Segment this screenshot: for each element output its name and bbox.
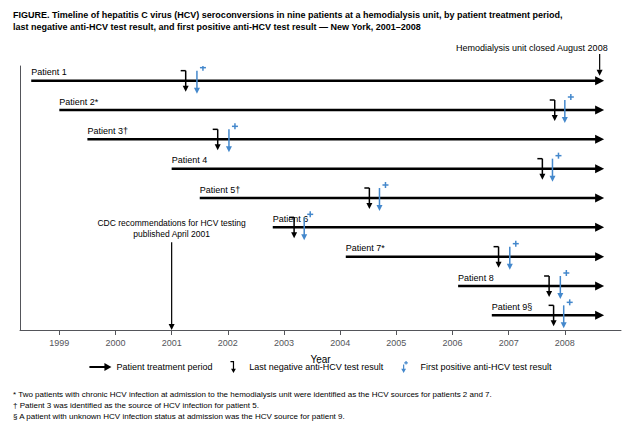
svg-text:* Two patients with chronic HC: * Two patients with chronic HCV infectio… bbox=[13, 390, 492, 399]
svg-text:2002: 2002 bbox=[218, 338, 238, 348]
svg-text:2003: 2003 bbox=[274, 338, 294, 348]
svg-text:2001: 2001 bbox=[162, 338, 182, 348]
svg-text:Patient 5†: Patient 5† bbox=[200, 185, 241, 195]
svg-text:Patient 8: Patient 8 bbox=[458, 273, 494, 283]
svg-text:Hemodialysis unit closed Augus: Hemodialysis unit closed August 2008 bbox=[456, 43, 608, 53]
svg-text:2000: 2000 bbox=[105, 338, 125, 348]
svg-text:Patient 2*: Patient 2* bbox=[59, 97, 99, 107]
svg-text:CDC recommendations for HCV te: CDC recommendations for HCV testing bbox=[97, 218, 246, 228]
svg-text:2008: 2008 bbox=[555, 338, 575, 348]
svg-text:Patient 9§: Patient 9§ bbox=[492, 302, 533, 312]
svg-text:last negative anti-HCV test re: last negative anti-HCV test result, and … bbox=[13, 22, 421, 32]
svg-text:2005: 2005 bbox=[386, 338, 406, 348]
svg-text:2007: 2007 bbox=[499, 338, 519, 348]
svg-text:FIGURE. Timeline of hepatitis: FIGURE. Timeline of hepatitis C virus (H… bbox=[13, 10, 562, 20]
svg-text:2006: 2006 bbox=[442, 338, 462, 348]
svg-text:2004: 2004 bbox=[330, 338, 350, 348]
svg-text:Patient 4: Patient 4 bbox=[172, 155, 208, 165]
svg-text:§ A patient with unknown HCV i: § A patient with unknown HCV infection s… bbox=[13, 412, 345, 421]
svg-text:Patient 6: Patient 6 bbox=[273, 214, 309, 224]
svg-text:† Patient 3 was identified as: † Patient 3 was identified as the source… bbox=[13, 401, 259, 410]
svg-text:Patient 1: Patient 1 bbox=[31, 67, 67, 77]
svg-text:Last negative anti-HCV test re: Last negative anti-HCV test result bbox=[249, 362, 384, 372]
svg-text:published April 2001: published April 2001 bbox=[133, 229, 210, 239]
svg-text:Patient treatment period: Patient treatment period bbox=[116, 362, 212, 372]
svg-text:Patient 3†: Patient 3† bbox=[87, 126, 128, 136]
svg-text:1999: 1999 bbox=[49, 338, 69, 348]
svg-text:Patient 7*: Patient 7* bbox=[346, 243, 386, 253]
svg-text:Year: Year bbox=[310, 353, 331, 365]
svg-text:First positive anti-HCV test r: First positive anti-HCV test result bbox=[421, 362, 553, 372]
